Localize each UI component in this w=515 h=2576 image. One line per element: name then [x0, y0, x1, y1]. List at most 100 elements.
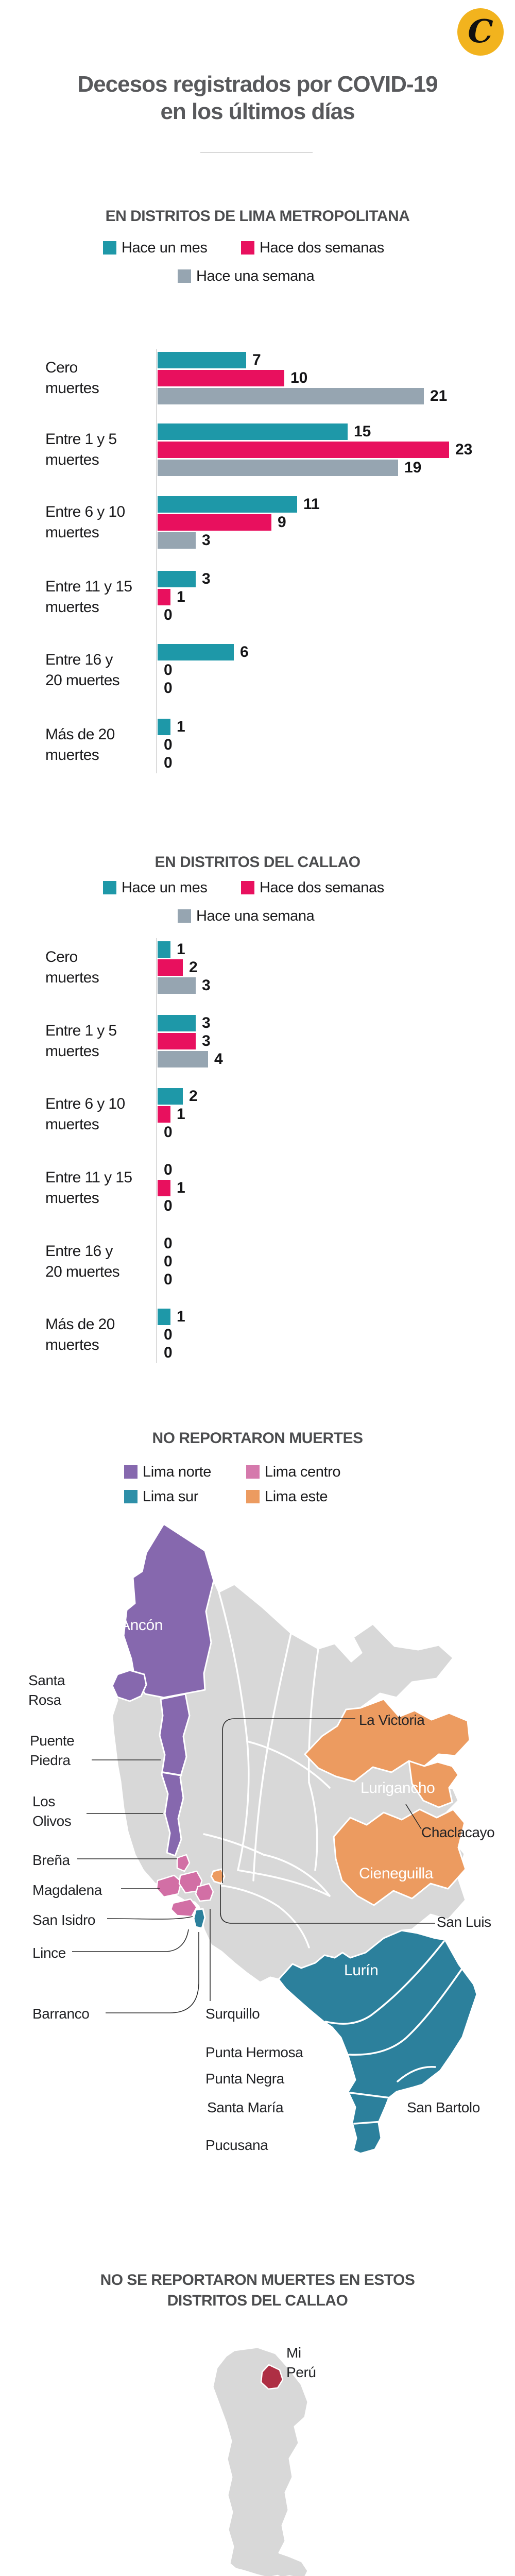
category-label-line: muertes	[45, 451, 99, 468]
bar-value-0-4-1: 0	[164, 662, 173, 679]
legend-swatch-hace-una-semana	[178, 909, 191, 923]
bar-value-0-2-1: 9	[278, 514, 286, 531]
bar-value-1-1-1: 3	[202, 1032, 211, 1049]
bar-value-1-2-2: 0	[164, 1124, 173, 1141]
legend-swatch-hace-un-mes	[103, 881, 116, 894]
bar-1-1-0	[158, 1015, 196, 1031]
category-label-0-3: Entre 11 y 15 muertes	[45, 577, 153, 618]
bar-value-1-2-0: 2	[189, 1088, 198, 1105]
bar-value-1-1-2: 4	[214, 1050, 223, 1067]
bar-value-0-3-2: 0	[164, 606, 173, 623]
district-lurin-south-shape	[278, 1929, 478, 2155]
bar-value-0-4-2: 0	[164, 680, 173, 697]
map-label-line: Puente	[30, 1733, 75, 1749]
district-mi-peru-shape	[260, 2364, 284, 2390]
category-label-line: muertes	[45, 599, 99, 616]
bar-0-2-1	[158, 514, 271, 531]
legend-label-1: Hace dos semanas	[260, 240, 384, 256]
map-label-lince: Lince	[32, 1945, 66, 1961]
chart-axis-0	[156, 349, 157, 773]
bar-0-2-2	[158, 532, 196, 549]
map-label-santa-rosa: Santa Rosa	[28, 1671, 65, 1710]
category-label-line: muertes	[45, 1116, 99, 1133]
bar-value-1-5-0: 1	[177, 1308, 185, 1325]
bar-value-1-3-1: 1	[177, 1179, 185, 1196]
map-label-lurin: Lurín	[344, 1962, 379, 1979]
bar-0-0-0	[158, 352, 246, 368]
leader-san-luis	[220, 1885, 435, 1924]
map-label-mi-peru: Mi Perú	[286, 2343, 316, 2382]
legend-swatch-hace-un-mes	[103, 241, 116, 255]
map-label-surquillo: Surquillo	[205, 2006, 260, 2022]
map-legend-label-1: Lima centro	[265, 1464, 341, 1480]
category-label-line: muertes	[45, 747, 99, 764]
leader-la-victoria	[222, 1718, 355, 1883]
map-label-pucusana: Pucusana	[205, 2137, 268, 2153]
map-label-los-olivos: Los Olivos	[32, 1792, 72, 1831]
bar-value-0-1-0: 15	[354, 423, 371, 440]
category-label-line: muertes	[45, 1043, 99, 1060]
category-label-1-3: Entre 11 y 15 muertes	[45, 1167, 153, 1209]
section-title-callao-map-line1: NO SE REPORTARON MUERTES EN ESTOS	[100, 2272, 415, 2289]
category-label-1-5: Más de 20 muertes	[45, 1314, 153, 1355]
bar-1-1-2	[158, 1051, 208, 1067]
map-legend-swatch-lima-centro	[246, 1465, 260, 1479]
legend-label-2: Hace una semana	[196, 268, 315, 284]
category-label-line: Más de 20	[45, 726, 115, 743]
page-title-line2: en los últimos días	[160, 99, 355, 124]
map-legend-label-0: Lima norte	[143, 1464, 212, 1480]
category-label-line: muertes	[45, 524, 99, 541]
district-brena-shape	[176, 1854, 191, 1872]
bar-value-1-0-0: 1	[177, 941, 185, 958]
category-label-1-2: Entre 6 y 10 muertes	[45, 1094, 153, 1135]
legend-label-1: Hace dos semanas	[260, 879, 384, 896]
gray-district-borders	[203, 1591, 331, 1948]
section-title-callao-chart: EN DISTRITOS DEL CALLAO	[154, 854, 360, 871]
bar-value-0-4-0: 6	[240, 643, 249, 660]
bar-value-0-1-2: 19	[404, 459, 422, 476]
bar-value-0-3-0: 3	[202, 570, 211, 587]
bar-value-1-2-1: 1	[177, 1106, 185, 1123]
map-label-san-bartolo: San Bartolo	[407, 2099, 480, 2115]
district-la-victoria-shape	[195, 1883, 214, 1902]
category-label-0-5: Más de 20 muertes	[45, 724, 153, 766]
category-label-line: Cero	[45, 359, 78, 376]
bar-1-0-0	[158, 941, 170, 958]
category-label-line: muertes	[45, 1336, 99, 1353]
bar-0-3-0	[158, 571, 196, 587]
map-label-punta-hermosa: Punta Hermosa	[205, 2044, 303, 2060]
legend-label-2: Hace una semana	[196, 908, 315, 924]
district-magdalena-coast-shape	[170, 1898, 198, 1918]
category-label-0-4: Entre 16 y 20 muertes	[45, 650, 153, 691]
leader-chaclacayo	[405, 1804, 422, 1829]
bar-value-0-0-2: 21	[430, 387, 448, 404]
bar-0-1-0	[158, 423, 348, 440]
south-district-borders	[324, 1940, 464, 2125]
category-label-0-2: Entre 6 y 10 muertes	[45, 502, 153, 543]
page-title-line1: Decesos registrados por COVID-19	[77, 72, 438, 97]
map-label-line: Perú	[286, 2364, 316, 2380]
leader-barranco	[106, 1932, 199, 2013]
bar-value-0-5-1: 0	[164, 736, 173, 753]
map-legend-label-2: Lima sur	[143, 1488, 198, 1505]
map-label-line: Los	[32, 1793, 55, 1809]
map-label-santa-maria: Santa María	[207, 2099, 284, 2115]
map-label-san-isidro: San Isidro	[32, 1912, 96, 1928]
category-label-line: muertes	[45, 380, 99, 397]
bar-value-0-5-2: 0	[164, 754, 173, 771]
legend-label-0: Hace un mes	[122, 240, 208, 256]
bar-value-1-4-0: 0	[164, 1235, 173, 1252]
bar-1-0-2	[158, 977, 196, 994]
map-legend-swatch-lima-norte	[124, 1465, 138, 1479]
map-label-line: Rosa	[28, 1692, 61, 1708]
category-label-line: Entre 16 y	[45, 1243, 113, 1260]
bar-0-1-2	[158, 460, 398, 476]
map-legend-label-3: Lima este	[265, 1488, 328, 1505]
category-label-line: muertes	[45, 969, 99, 986]
category-label-line: Entre 6 y 10	[45, 1095, 125, 1112]
district-san-isidro-shape	[193, 1908, 206, 1929]
category-label-0-1: Entre 1 y 5 muertes	[45, 429, 153, 470]
category-label-1-1: Entre 1 y 5 muertes	[45, 1021, 153, 1062]
category-label-1-0: Cero muertes	[45, 947, 153, 988]
category-label-line: Cero	[45, 948, 78, 965]
